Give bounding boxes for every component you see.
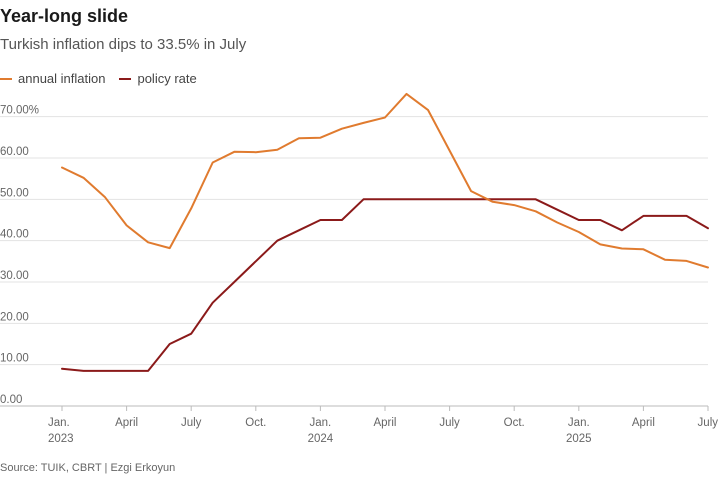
y-tick-label: 50.00 <box>0 187 29 199</box>
x-tick-label: Oct. <box>504 417 525 429</box>
x-tick-label: Jan. <box>48 417 70 429</box>
x-tick-label: April <box>115 417 138 429</box>
chart-title: Year-long slide <box>0 6 129 26</box>
x-tick-label: April <box>632 417 655 429</box>
y-tick-label: 40.00 <box>0 229 29 241</box>
legend-label-annual-inflation: annual inflation <box>18 71 106 86</box>
x-tick-label: Jan. <box>568 417 590 429</box>
x-tick-label: July <box>698 417 719 429</box>
y-tick-label: 20.00 <box>0 311 29 323</box>
chart-source: Source: TUIK, CBRT | Ezgi Erkoyun <box>0 462 176 474</box>
chart-subtitle: Turkish inflation dips to 33.5% in July <box>0 36 247 53</box>
series-line-policy-rate <box>61 198 709 372</box>
y-tick-label: 60.00 <box>0 146 29 158</box>
legend-item-annual-inflation: annual inflation <box>0 71 105 86</box>
chart-legend: annual inflation policy rate <box>0 71 197 86</box>
series-line-annual-inflation <box>61 92 709 269</box>
legend-swatch-policy-rate <box>119 77 132 80</box>
legend-swatch-annual-inflation <box>0 77 12 80</box>
x-tick-label: Jan. <box>310 417 332 429</box>
legend-label-policy-rate: policy rate <box>137 71 197 86</box>
series-layer <box>61 92 709 372</box>
x-tick-year-label: 2023 <box>48 433 74 445</box>
x-axis: Jan. 2023 April July Oct. Jan. 2024 April July Oc… <box>48 406 718 445</box>
x-tick-label: July <box>439 417 460 429</box>
y-tick-label: 10.00 <box>0 353 29 365</box>
x-tick-year-label: 2025 <box>566 433 592 445</box>
y-tick-label: 30.00 <box>0 270 29 282</box>
x-tick-label: April <box>373 417 396 429</box>
y-tick-label: 70.00% <box>0 105 39 117</box>
y-tick-label: 0.00 <box>0 394 22 406</box>
x-tick-year-label: 2024 <box>308 433 334 445</box>
grid-layer <box>0 116 708 407</box>
y-axis: 0.00 10.00 20.00 30.00 40.00 50.00 60.00 70.00% <box>0 105 39 406</box>
legend-item-policy-rate: policy rate <box>119 71 197 86</box>
x-tick-label: Oct. <box>245 417 266 429</box>
x-tick-label: July <box>181 417 202 429</box>
